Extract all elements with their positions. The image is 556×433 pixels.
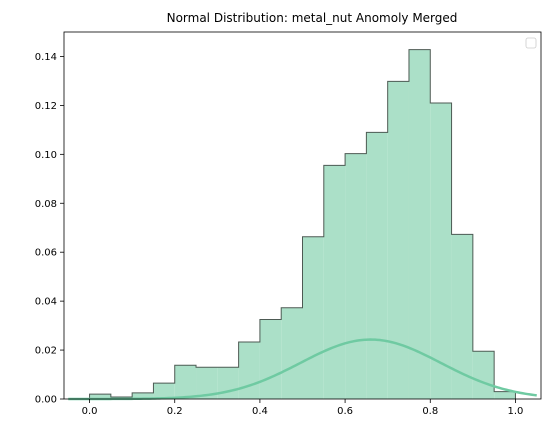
histogram-bar-3 <box>153 383 175 399</box>
x-tick-label: 0.6 <box>337 406 353 417</box>
y-axis: 0.00 0.02 0.04 0.06 0.08 0.10 0.12 0.14 <box>35 52 64 406</box>
y-tick-label: 0.06 <box>35 248 57 259</box>
histogram-bars <box>89 49 516 400</box>
legend <box>525 37 537 49</box>
histogram-bar-18 <box>472 351 495 399</box>
y-tick-label: 0.08 <box>35 199 57 210</box>
y-tick-label: 0.02 <box>35 346 57 357</box>
histogram-bar-16 <box>430 102 452 399</box>
histogram-bar-10 <box>302 236 324 399</box>
y-tick-label: 0.00 <box>35 395 57 406</box>
x-tick-label: 0.4 <box>252 406 268 417</box>
histogram-bar-8 <box>259 319 282 399</box>
chart-title: Normal Distribution: metal_nut Anomoly M… <box>167 11 458 25</box>
y-tick-label: 0.14 <box>35 52 57 63</box>
histogram-outline <box>89 49 516 399</box>
histogram-bar-11 <box>323 165 346 399</box>
x-tick-label: 0.8 <box>422 406 438 417</box>
histogram-bar-2 <box>132 392 154 399</box>
y-tick-label: 0.12 <box>35 101 57 112</box>
histogram-bar-15 <box>408 49 431 400</box>
histogram-bar-4 <box>174 365 197 399</box>
x-tick-label: 1.0 <box>507 406 523 417</box>
histogram-bar-19 <box>494 391 516 399</box>
histogram-bar-6 <box>217 367 239 399</box>
histogram-bar-14 <box>387 81 409 399</box>
histogram-bar-9 <box>281 307 303 399</box>
histogram-bar-7 <box>238 341 260 399</box>
axes-frame <box>63 31 542 400</box>
histogram-bar-5 <box>196 367 218 399</box>
legend-box <box>525 37 537 49</box>
histogram-bar-0 <box>89 394 111 399</box>
x-axis: 0.0 0.2 0.4 0.6 0.8 1.0 <box>82 399 523 417</box>
x-tick-label: 0.2 <box>167 406 183 417</box>
histogram-bar-13 <box>366 132 388 399</box>
x-tick-label: 0.0 <box>82 406 98 417</box>
histogram-bar-12 <box>345 153 367 399</box>
histogram-bar-17 <box>451 234 473 399</box>
y-tick-label: 0.10 <box>35 150 57 161</box>
y-tick-label: 0.04 <box>35 297 57 308</box>
